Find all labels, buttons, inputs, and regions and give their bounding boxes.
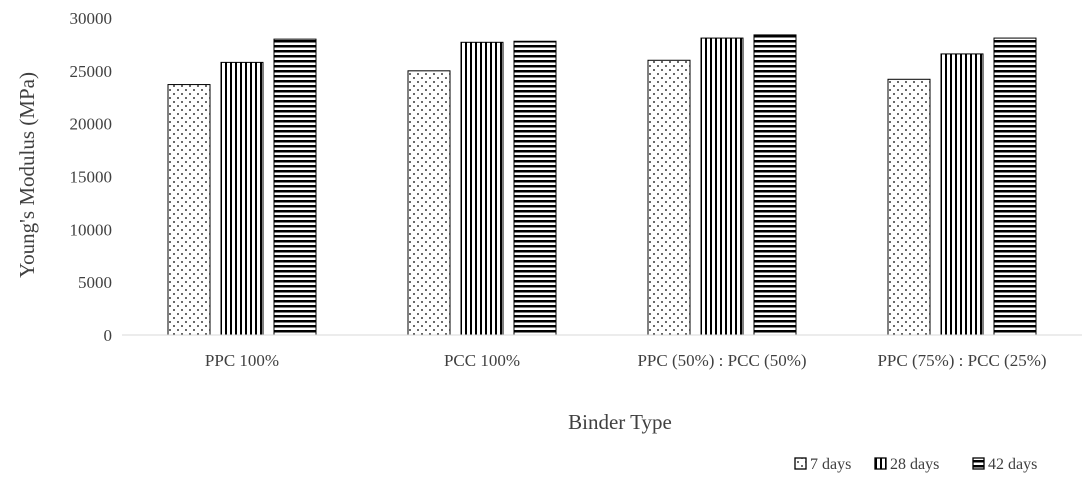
y-tick-label: 30000 [70,9,113,28]
bars [167,34,1037,336]
y-tick-label: 15000 [70,168,113,187]
legend-swatch [794,457,807,470]
legend-label: 42 days [988,456,1037,473]
legend-swatch [972,457,985,470]
bar-28-days [700,37,744,336]
bar-28-days [460,41,504,336]
bar-42-days [993,37,1037,336]
bar-7-days [887,78,931,336]
y-tick-label: 20000 [70,115,113,134]
legend: 7 days 28 days 42 days [794,456,1037,473]
y-tick-label: 5000 [78,273,112,292]
bar-42-days [273,38,317,336]
x-tick-label: PCC 100% [444,351,520,370]
y-tick-label: 0 [104,326,113,345]
legend-swatch [874,457,887,470]
bar-28-days [220,61,264,336]
bar-42-days [513,40,557,336]
x-axis-ticks: PPC 100% PCC 100% PPC (50%) : PCC (50%) PPC… [205,351,1047,370]
legend-label: 7 days [810,456,851,473]
x-tick-label: PPC 100% [205,351,279,370]
y-axis-ticks: 0 5000 10000 15000 20000 25000 30000 [70,9,113,345]
x-tick-label: PPC (75%) : PCC (25%) [877,351,1046,370]
legend-label: 28 days [890,456,939,473]
y-tick-label: 10000 [70,220,113,239]
bar-42-days [753,34,797,336]
x-axis-title: Binder Type [568,410,672,434]
x-tick-label: PPC (50%) : PCC (50%) [637,351,806,370]
y-axis-title: Young's Modulus (MPa) [15,72,39,278]
bar-7-days [647,59,691,336]
y-tick-label: 25000 [70,62,113,81]
bar-7-days [167,84,211,336]
bar-28-days [940,53,984,336]
bar-7-days [407,70,451,336]
